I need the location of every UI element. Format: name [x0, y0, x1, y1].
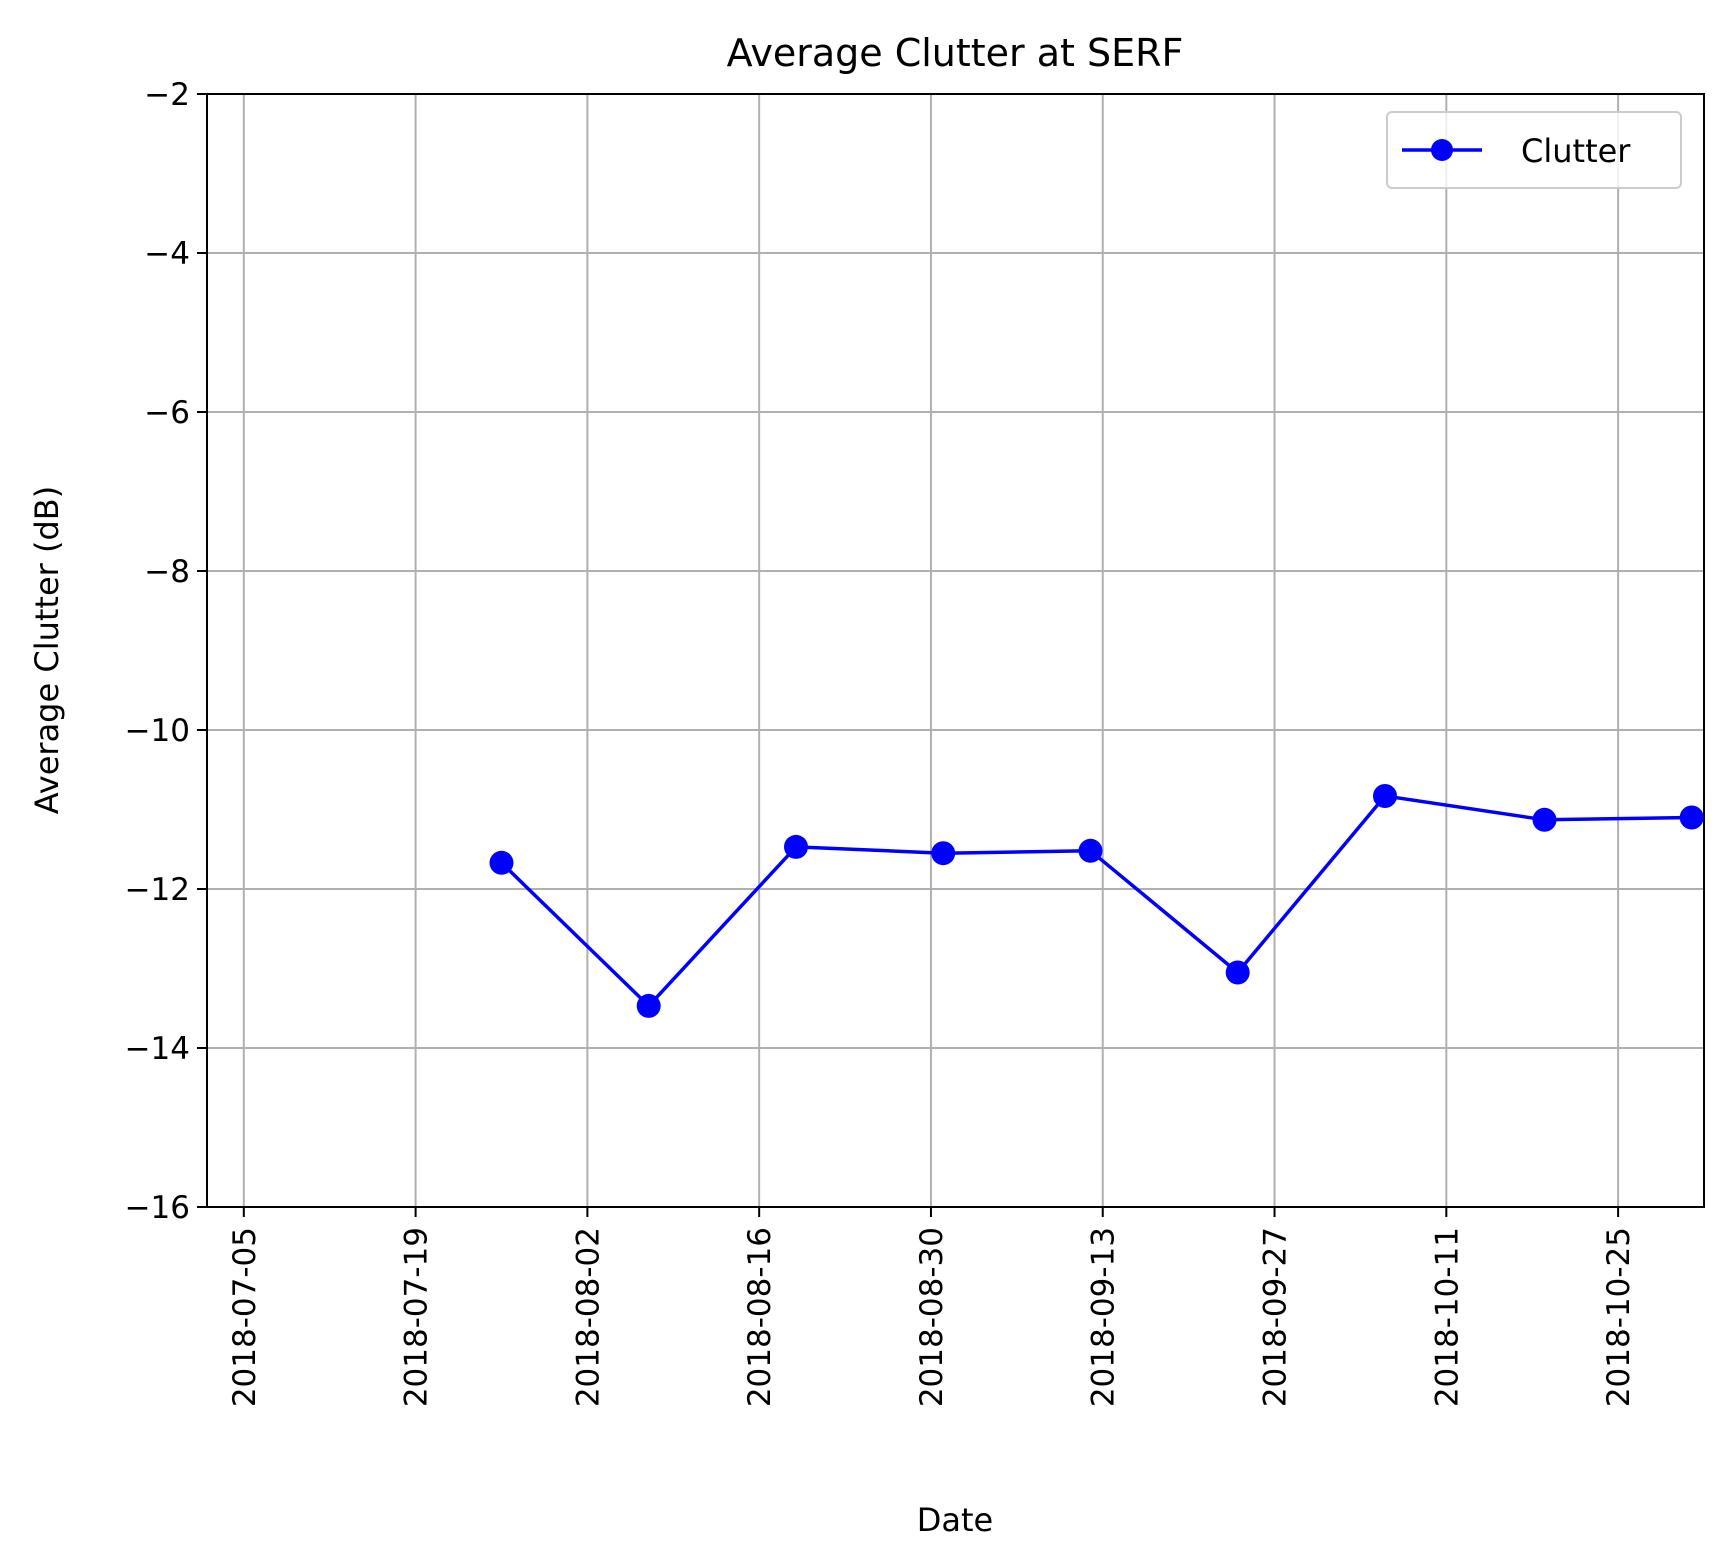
data-point [1373, 784, 1397, 808]
x-tick-label: 2018-08-30 [914, 1227, 950, 1407]
plot-frame [206, 93, 1705, 1208]
legend: Clutter [1386, 111, 1682, 189]
y-tick-label: −10 [125, 713, 190, 749]
y-tick-label: −4 [144, 236, 190, 272]
data-point [1679, 805, 1704, 830]
y-tick-label: −12 [125, 872, 190, 908]
data-point [784, 834, 808, 859]
x-tick-label: 2018-10-11 [1429, 1227, 1465, 1407]
y-tick-label: −2 [144, 77, 190, 113]
y-tick-label: −14 [125, 1031, 190, 1067]
chart-title: Average Clutter at SERF [727, 31, 1184, 75]
y-tick-label: −16 [125, 1190, 190, 1226]
y-axis: −16 −14 −12 −10 −8 −6 −4 −2 [125, 77, 207, 1226]
data-point [931, 841, 956, 866]
x-tick-label: 2018-07-19 [399, 1227, 435, 1407]
data-point [1225, 960, 1250, 985]
data-point [1532, 807, 1557, 832]
x-tick-label: 2018-08-16 [742, 1227, 778, 1407]
y-tick-label: −8 [144, 554, 190, 590]
x-tick-label: 2018-07-05 [227, 1227, 263, 1407]
data-point [1078, 838, 1103, 863]
series-layer [489, 784, 1704, 1018]
y-axis-label: Average Clutter (dB) [28, 486, 66, 814]
x-axis: 2018-07-05 2018-07-19 2018-08-02 2018-08-16… [227, 1207, 1637, 1407]
x-tick-label: 2018-10-25 [1601, 1227, 1637, 1407]
legend-label: Clutter [1521, 132, 1631, 170]
x-tick-label: 2018-09-27 [1258, 1227, 1294, 1407]
legend-box [1386, 111, 1682, 189]
x-tick-label: 2018-08-02 [570, 1227, 606, 1407]
data-point [636, 993, 661, 1018]
legend-marker [1431, 139, 1453, 161]
x-tick-label: 2018-09-13 [1086, 1227, 1122, 1407]
y-tick-label: −6 [144, 395, 190, 431]
data-point [489, 850, 514, 875]
x-axis-label: Date [917, 1501, 993, 1539]
